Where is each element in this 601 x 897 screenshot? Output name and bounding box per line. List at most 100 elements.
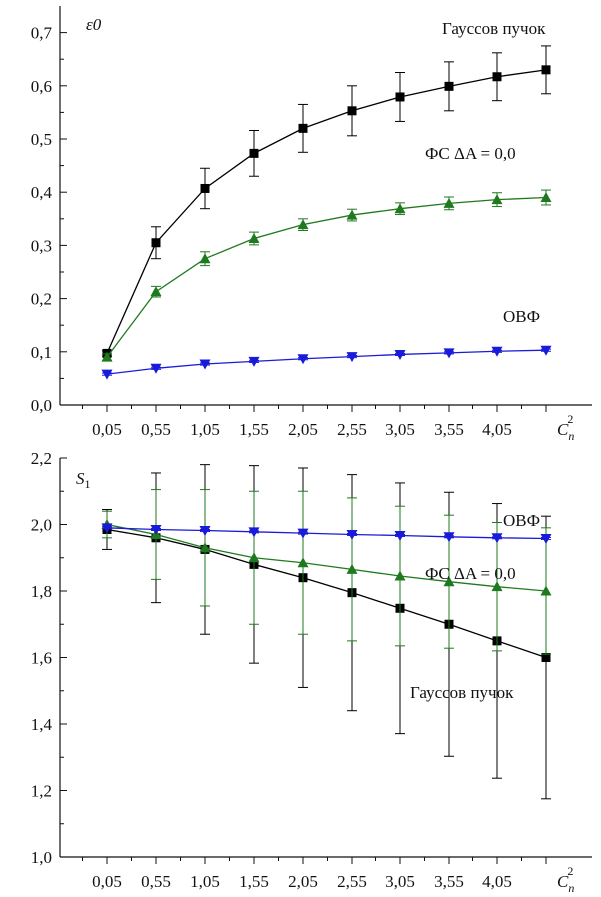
series-triangle-up xyxy=(101,189,552,362)
chart-s1: 1,0 1,2 1,4 1,6 1,8 2,0 2,2 0,05 0,55 1,05 1,55 2,0… xyxy=(31,449,592,895)
data-point xyxy=(394,203,406,214)
series-label: Гауссов пучок xyxy=(442,19,546,38)
data-point xyxy=(394,570,406,581)
series-line xyxy=(106,69,547,354)
x-tick-label: 3,55 xyxy=(434,872,464,891)
y-tick-label: 0,4 xyxy=(31,183,53,202)
series-line xyxy=(106,523,547,592)
series-line xyxy=(106,528,547,659)
series-square xyxy=(102,464,551,800)
y-tick-label: 1,8 xyxy=(31,582,52,601)
data-point xyxy=(248,356,260,367)
data-point xyxy=(394,530,406,541)
data-point xyxy=(346,352,358,363)
series-triangle-down xyxy=(101,523,552,544)
data-point xyxy=(443,197,455,208)
y-axis-label: S1 xyxy=(76,469,91,491)
y-tick-label: 2,2 xyxy=(31,449,52,468)
x-tick-label: 2,55 xyxy=(337,420,367,439)
data-point xyxy=(394,349,406,360)
data-point xyxy=(443,576,455,587)
data-point xyxy=(541,653,551,662)
x-tick-label: 0,55 xyxy=(141,872,171,891)
data-point xyxy=(248,527,260,538)
series-triangle-down xyxy=(101,345,552,380)
data-point xyxy=(491,533,503,544)
x-tick-label: 2,05 xyxy=(288,420,318,439)
x-tick-label: 1,05 xyxy=(190,420,220,439)
data-point xyxy=(199,525,211,536)
series-triangle-up xyxy=(101,489,552,655)
data-point xyxy=(150,524,162,535)
data-point xyxy=(347,106,357,116)
data-point xyxy=(346,209,358,220)
data-point xyxy=(101,369,113,380)
data-point xyxy=(491,346,503,357)
data-point xyxy=(200,183,210,193)
y-tick-label: 0,6 xyxy=(31,77,52,96)
y-axis-label-main: S xyxy=(76,469,85,488)
x-axis-label-sup: 2 xyxy=(567,864,573,878)
chart-epsilon0: 0,0 0,1 0,2 0,3 0,4 0,5 0,6 0,7 0,05 0,55 1,05 1,55… xyxy=(31,6,592,443)
data-point xyxy=(540,192,552,203)
data-point xyxy=(199,253,211,264)
data-point xyxy=(443,348,455,359)
series-square xyxy=(102,45,551,358)
data-point xyxy=(540,345,552,356)
data-point xyxy=(297,528,309,539)
data-point xyxy=(444,81,454,91)
series-label: Гауссов пучок xyxy=(410,683,514,702)
y-axis-label-sub: 1 xyxy=(85,477,91,491)
data-point xyxy=(199,359,211,370)
y-tick-label: 0,0 xyxy=(31,396,52,415)
data-point xyxy=(151,238,161,248)
y-axis-label: ε0 xyxy=(86,15,102,34)
x-tick-label: 3,05 xyxy=(385,420,415,439)
data-point xyxy=(249,148,259,158)
series-line xyxy=(106,196,547,358)
data-point xyxy=(540,533,552,544)
x-tick-label: 4,05 xyxy=(482,420,512,439)
data-point xyxy=(395,92,405,102)
data-point xyxy=(491,581,503,592)
x-tick-label: 2,05 xyxy=(288,872,318,891)
y-tick-label: 0,3 xyxy=(31,236,52,255)
x-tick-label: 1,05 xyxy=(190,872,220,891)
x-axis-label-sub: n xyxy=(568,429,574,443)
y-tick-label: 1,0 xyxy=(31,848,52,867)
series-line xyxy=(106,527,547,540)
x-tick-label: 0,55 xyxy=(141,420,171,439)
y-tick-label: 2,0 xyxy=(31,516,52,535)
x-tick-label: 0,05 xyxy=(92,872,122,891)
series-label: ФС ΔA = 0,0 xyxy=(425,564,516,583)
y-tick-label: 1,6 xyxy=(31,649,52,668)
x-axis-label-main: C xyxy=(557,420,569,439)
x-tick-label: 1,55 xyxy=(239,420,269,439)
data-point xyxy=(150,363,162,374)
data-point xyxy=(297,354,309,365)
x-axis-label-main: C xyxy=(557,872,569,891)
data-point xyxy=(346,563,358,574)
data-point xyxy=(248,232,260,243)
data-point xyxy=(540,585,552,596)
y-tick-label: 0,1 xyxy=(31,343,52,362)
data-point xyxy=(248,552,260,563)
data-point xyxy=(346,529,358,540)
series-label: ОВФ xyxy=(503,511,540,530)
data-point xyxy=(443,532,455,543)
data-point xyxy=(491,194,503,205)
x-tick-label: 4,05 xyxy=(482,872,512,891)
data-point xyxy=(199,542,211,553)
x-tick-label: 2,55 xyxy=(337,872,367,891)
x-axis-label-sup: 2 xyxy=(567,412,573,426)
data-point xyxy=(297,557,309,568)
data-point xyxy=(101,351,113,362)
y-tick-label: 0,5 xyxy=(31,130,52,149)
y-tick-label: 0,2 xyxy=(31,290,52,309)
x-axis-label-sub: n xyxy=(568,881,574,895)
data-point xyxy=(297,219,309,230)
x-axis-label: Cn 2 xyxy=(557,864,574,895)
x-tick-label: 3,55 xyxy=(434,420,464,439)
x-axis-label: Cn 2 xyxy=(557,412,574,443)
